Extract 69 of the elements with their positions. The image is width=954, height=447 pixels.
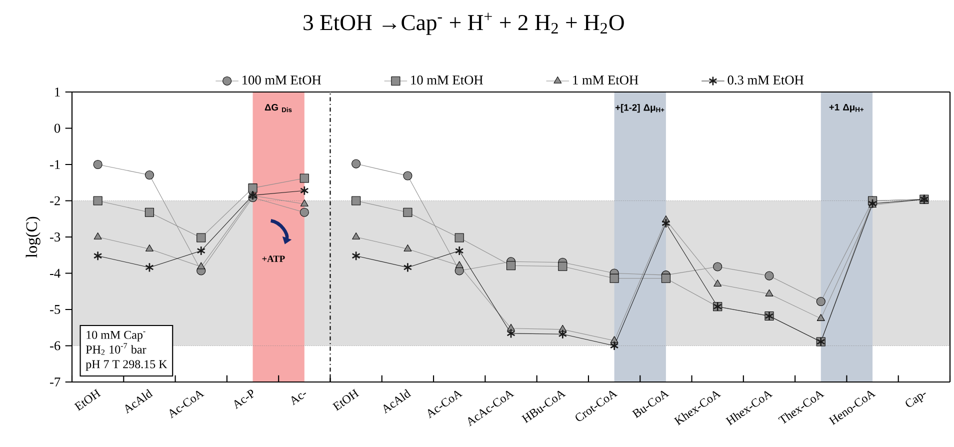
point [661,274,670,283]
chart-title: 3 EtOH →Cap$^{-}$ + H$^{+}$ + 2 H$_{2}$ + H$_{2}$O [304,12,624,35]
annotation: +ATP [262,256,285,262]
legend-label: 0.3 mM EtOH [728,76,804,85]
point [300,208,309,217]
point [300,174,309,183]
y-tick-label: -5 [50,305,60,314]
legend-label: 10 mM EtOH [411,76,483,85]
point [713,262,722,272]
legend-label: 100 mM EtOH [242,76,321,85]
point [403,171,412,180]
point [352,232,360,240]
point [352,196,361,206]
point [455,261,464,268]
point [403,262,412,272]
point [94,232,102,240]
point [610,336,618,344]
point [558,262,568,271]
point [300,199,308,206]
y-axis-title: log(C) [26,216,40,258]
x-tick-label: Cap- [906,392,926,407]
point [507,324,515,331]
point [764,271,774,280]
annotation: pH 7 T 298.15 K [86,360,168,371]
annotation: PH$_{2}$ 10$^{-7}$ bar [86,343,146,355]
point [816,314,825,321]
point [352,159,361,168]
point [454,233,464,242]
point [93,196,102,206]
y-tick-label: -1 [50,160,60,169]
x-tick-label: Ac- [292,392,306,406]
y-tick-label: -4 [50,268,60,278]
point [506,261,516,270]
point [558,329,568,340]
x-tick-label: Ac-P [234,390,254,410]
point [146,244,154,252]
point [352,250,360,261]
annotation: 10 mM Cap$^{-}$ [86,330,146,342]
band-label: +[1-2] Δμ$_{H+}$ [615,104,664,113]
point [404,244,412,252]
point [610,274,619,283]
point [93,250,102,261]
point [300,186,309,196]
y-tick-label: -2 [50,196,60,206]
point [248,184,258,193]
point [610,340,619,351]
point [454,246,464,256]
y-tick-label: 1 [55,88,60,96]
point [196,246,206,256]
y-tick-label: 0 [54,124,60,133]
point [197,262,206,270]
y-tick-label: -7 [50,378,60,386]
y-tick-label: -6 [50,341,60,350]
point [662,218,670,228]
legend-label: 1 mM EtOH [573,76,638,85]
y-tick-label: -3 [50,232,60,242]
point [506,328,516,338]
point [816,296,826,306]
point [144,170,154,180]
point [403,208,412,217]
point [93,160,102,170]
point [765,289,774,296]
band-label: +1 Δμ$_{H+}$ [829,104,864,112]
point [196,233,206,242]
point [145,262,154,272]
point [714,280,722,287]
point [144,208,154,217]
band-label: ΔG $_{Dis}$ [264,104,292,112]
point [558,324,567,332]
